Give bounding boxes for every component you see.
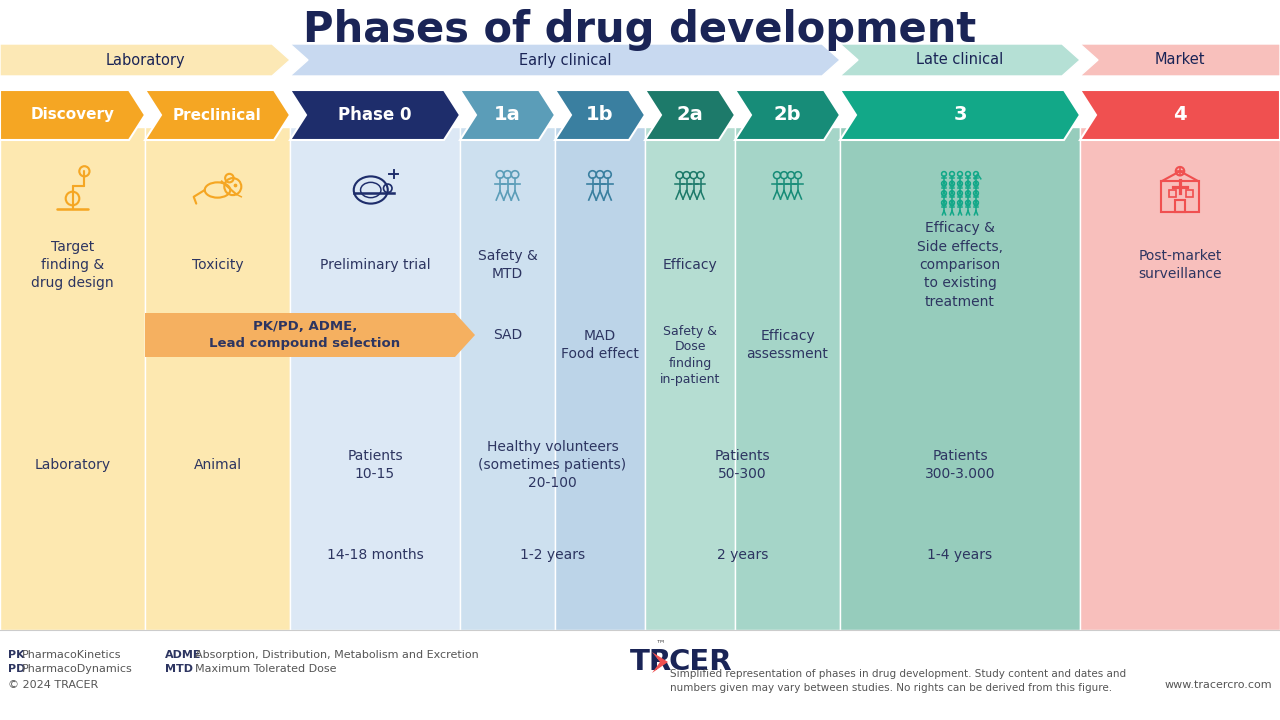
Text: 2 years: 2 years — [717, 548, 768, 562]
Text: SAD: SAD — [493, 328, 522, 342]
Text: Preclinical: Preclinical — [173, 107, 262, 122]
Text: Preliminary trial: Preliminary trial — [320, 258, 430, 272]
Text: Laboratory: Laboratory — [35, 458, 110, 472]
Text: 1b: 1b — [586, 106, 613, 125]
Text: Early clinical: Early clinical — [518, 53, 612, 68]
Text: 1-2 years: 1-2 years — [520, 548, 585, 562]
Text: © 2024 TRACER: © 2024 TRACER — [8, 680, 99, 690]
Polygon shape — [840, 44, 1080, 76]
Text: Simplified representation of phases in drug development. Study content and dates: Simplified representation of phases in d… — [669, 670, 1126, 693]
Text: TR: TR — [630, 648, 672, 676]
Polygon shape — [145, 313, 475, 357]
Text: Patients
10-15: Patients 10-15 — [347, 449, 403, 481]
Polygon shape — [145, 90, 291, 140]
Bar — [556, 127, 645, 630]
Text: PK/PD, ADME,
Lead compound selection: PK/PD, ADME, Lead compound selection — [210, 320, 401, 350]
Text: 14-18 months: 14-18 months — [326, 548, 424, 562]
Polygon shape — [0, 44, 291, 76]
Text: Healthy volunteers
(sometimes patients)
20-100: Healthy volunteers (sometimes patients) … — [479, 440, 627, 490]
Text: PK: PK — [8, 650, 24, 660]
Bar — [0, 127, 145, 630]
Text: ADME: ADME — [165, 650, 201, 660]
Text: Absorption, Distribution, Metabolism and Excretion: Absorption, Distribution, Metabolism and… — [195, 650, 479, 660]
Text: 2a: 2a — [677, 106, 704, 125]
Polygon shape — [556, 90, 645, 140]
Text: 1a: 1a — [494, 106, 521, 125]
Text: Patients
50-300: Patients 50-300 — [714, 449, 771, 481]
Text: Post-market
surveillance: Post-market surveillance — [1138, 249, 1221, 282]
Text: Target
finding &
drug design: Target finding & drug design — [31, 240, 114, 290]
Text: PharmacoKinetics: PharmacoKinetics — [22, 650, 122, 660]
Text: Maximum Tolerated Dose: Maximum Tolerated Dose — [195, 664, 337, 674]
Text: Efficacy &
Side effects,
comparison
to existing
treatment: Efficacy & Side effects, comparison to e… — [916, 221, 1004, 309]
Polygon shape — [0, 90, 145, 140]
Text: Safety &
MTD: Safety & MTD — [477, 249, 538, 282]
Polygon shape — [460, 90, 556, 140]
Bar — [460, 127, 556, 630]
Text: MAD
Food effect: MAD Food effect — [561, 329, 639, 361]
Bar — [1161, 181, 1198, 212]
Text: Efficacy
assessment: Efficacy assessment — [746, 329, 828, 361]
Bar — [291, 127, 460, 630]
Text: 1-4 years: 1-4 years — [928, 548, 992, 562]
Text: PharmacoDynamics: PharmacoDynamics — [22, 664, 133, 674]
Text: Phases of drug development: Phases of drug development — [303, 9, 977, 51]
Text: Discovery: Discovery — [31, 107, 114, 122]
Polygon shape — [1080, 90, 1280, 140]
Polygon shape — [645, 90, 735, 140]
Text: Animal: Animal — [193, 458, 242, 472]
Text: Toxicity: Toxicity — [192, 258, 243, 272]
Text: Efficacy: Efficacy — [663, 258, 717, 272]
Polygon shape — [291, 44, 840, 76]
Text: 3: 3 — [954, 106, 966, 125]
Text: Market: Market — [1155, 53, 1206, 68]
Bar — [145, 127, 291, 630]
Bar — [1169, 190, 1176, 197]
Text: ™: ™ — [655, 638, 664, 648]
Bar — [1175, 200, 1185, 212]
Polygon shape — [840, 90, 1080, 140]
Text: Late clinical: Late clinical — [916, 53, 1004, 68]
Bar — [735, 127, 840, 630]
Bar — [1080, 127, 1280, 630]
Bar — [1187, 190, 1193, 197]
Text: Laboratory: Laboratory — [105, 53, 184, 68]
Text: 4: 4 — [1174, 106, 1187, 125]
Text: Safety &
Dose
finding
in-patient: Safety & Dose finding in-patient — [659, 325, 721, 385]
Text: 2b: 2b — [773, 106, 801, 125]
Polygon shape — [735, 90, 840, 140]
Text: Phase 0: Phase 0 — [338, 106, 412, 124]
Text: www.tracercro.com: www.tracercro.com — [1165, 680, 1272, 690]
Bar — [645, 127, 735, 630]
Bar — [840, 127, 1080, 630]
Text: Patients
300-3.000: Patients 300-3.000 — [924, 449, 996, 481]
Polygon shape — [291, 90, 460, 140]
Text: CER: CER — [668, 648, 732, 676]
Polygon shape — [652, 652, 668, 673]
Polygon shape — [1080, 44, 1280, 76]
Text: PD: PD — [8, 664, 26, 674]
Text: MTD: MTD — [165, 664, 193, 674]
